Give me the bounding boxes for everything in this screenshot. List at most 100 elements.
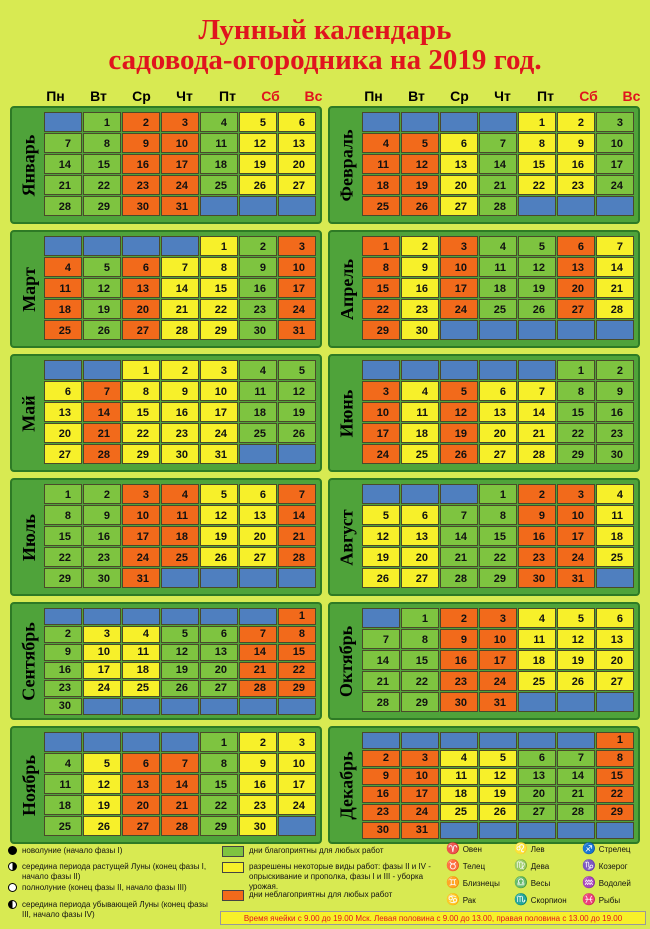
day-number: 5 — [577, 613, 584, 625]
day-number: 3 — [460, 241, 467, 253]
day-number: 25 — [415, 449, 428, 461]
day-number: 18 — [58, 800, 71, 812]
day-number: 28 — [58, 201, 71, 213]
day-cell: 18 — [362, 175, 400, 195]
day-cell: 21 — [440, 547, 478, 567]
day-number: 22 — [292, 664, 305, 676]
day-cell: 27 — [440, 196, 478, 216]
day-number: 8 — [142, 386, 149, 398]
day-number: 1 — [64, 489, 71, 501]
day-cell: 21 — [479, 175, 517, 195]
day-cell: 16 — [518, 526, 556, 546]
day-number: 2 — [259, 241, 266, 253]
day-cell: 15 — [200, 278, 238, 298]
day-cell: 19 — [362, 547, 400, 567]
day-cell: 17 — [479, 650, 517, 670]
weekday-6: Вс — [622, 88, 641, 104]
day-cell: 23 — [83, 547, 121, 567]
day-number: 15 — [532, 159, 545, 171]
day-cell: 16 — [161, 402, 199, 422]
day-number: 26 — [415, 201, 428, 213]
day-number: 3 — [421, 752, 428, 764]
weekday-3: Чт — [176, 88, 193, 104]
zodiac-icon: ♌ — [514, 843, 528, 855]
day-cell: 22 — [200, 299, 238, 319]
empty-cell — [161, 698, 199, 715]
day-number: 1 — [538, 117, 545, 129]
day-number: 4 — [499, 241, 506, 253]
day-cell: 18 — [161, 526, 199, 546]
day-number: 15 — [58, 531, 71, 543]
day-cell: 11 — [44, 774, 82, 794]
day-number: 18 — [532, 655, 545, 667]
day-cell: 24 — [557, 547, 595, 567]
day-number: 26 — [253, 180, 266, 192]
day-cell: 31 — [122, 568, 160, 588]
day-cell: 10 — [83, 644, 121, 661]
day-cell: 24 — [83, 680, 121, 697]
day-cell: 15 — [278, 644, 316, 661]
day-cell: 24 — [362, 444, 400, 464]
day-number: 5 — [421, 138, 428, 150]
day-cell: 4 — [161, 484, 199, 504]
month-3: Апрель 1 2 3 4 5 6 7 8 9 10 11 12 13 14 15 16 17 18 19 20 21 2… — [328, 230, 640, 348]
day-cell: 18 — [518, 650, 556, 670]
day-number: 5 — [103, 262, 110, 274]
day-cell: 16 — [557, 154, 595, 174]
day-number: 1 — [577, 365, 584, 377]
day-number: 13 — [136, 283, 149, 295]
empty-cell — [596, 568, 634, 588]
empty-cell — [239, 608, 277, 625]
day-number: 17 — [292, 779, 305, 791]
weekday-5: Сб — [579, 88, 598, 104]
day-number: 23 — [253, 800, 266, 812]
day-cell: 15 — [200, 774, 238, 794]
day-number: 12 — [454, 407, 467, 419]
empty-cell — [518, 732, 556, 749]
day-number: 9 — [421, 262, 428, 274]
day-number: 28 — [454, 573, 467, 585]
day-number: 28 — [493, 201, 506, 213]
day-cell: 27 — [239, 547, 277, 567]
day-cell: 24 — [596, 175, 634, 195]
day-number: 18 — [454, 788, 467, 800]
day-number: 17 — [376, 428, 389, 440]
weekday-6: Вс — [304, 88, 323, 104]
day-cell: 21 — [44, 175, 82, 195]
day-cell: 1 — [83, 112, 121, 132]
day-cell: 2 — [83, 484, 121, 504]
day-cell: 24 — [440, 299, 478, 319]
empty-cell — [83, 360, 121, 380]
day-number: 24 — [292, 800, 305, 812]
day-cell: 3 — [278, 236, 316, 256]
day-number: 16 — [571, 159, 584, 171]
day-number: 27 — [214, 682, 227, 694]
legend-swatch-text: дни благоприятны для любых работ — [249, 846, 384, 855]
day-number: 1 — [220, 737, 227, 749]
day-cell: 21 — [278, 526, 316, 546]
day-cell: 26 — [83, 816, 121, 836]
day-cell: 8 — [479, 505, 517, 525]
day-number: 27 — [253, 552, 266, 564]
day-cell: 21 — [557, 786, 595, 803]
day-cell: 29 — [401, 692, 439, 712]
day-cell: 5 — [479, 750, 517, 767]
day-cell: 8 — [44, 505, 82, 525]
day-number: 1 — [103, 117, 110, 129]
day-number: 17 — [214, 407, 227, 419]
day-number: 18 — [214, 159, 227, 171]
day-cell: 23 — [239, 299, 277, 319]
day-cell: 6 — [122, 257, 160, 277]
legend-moon-text: середина периода растущей Луны (конец фа… — [22, 862, 207, 881]
day-number: 27 — [493, 449, 506, 461]
day-cell: 1 — [44, 484, 82, 504]
day-cell: 19 — [518, 278, 556, 298]
day-number: 19 — [253, 159, 266, 171]
day-number: 11 — [416, 407, 428, 419]
day-number: 21 — [376, 676, 389, 688]
day-cell: 18 — [122, 662, 160, 679]
day-number: 23 — [58, 682, 71, 694]
day-number: 16 — [97, 531, 110, 543]
day-number: 3 — [382, 386, 389, 398]
day-number: 18 — [175, 531, 188, 543]
